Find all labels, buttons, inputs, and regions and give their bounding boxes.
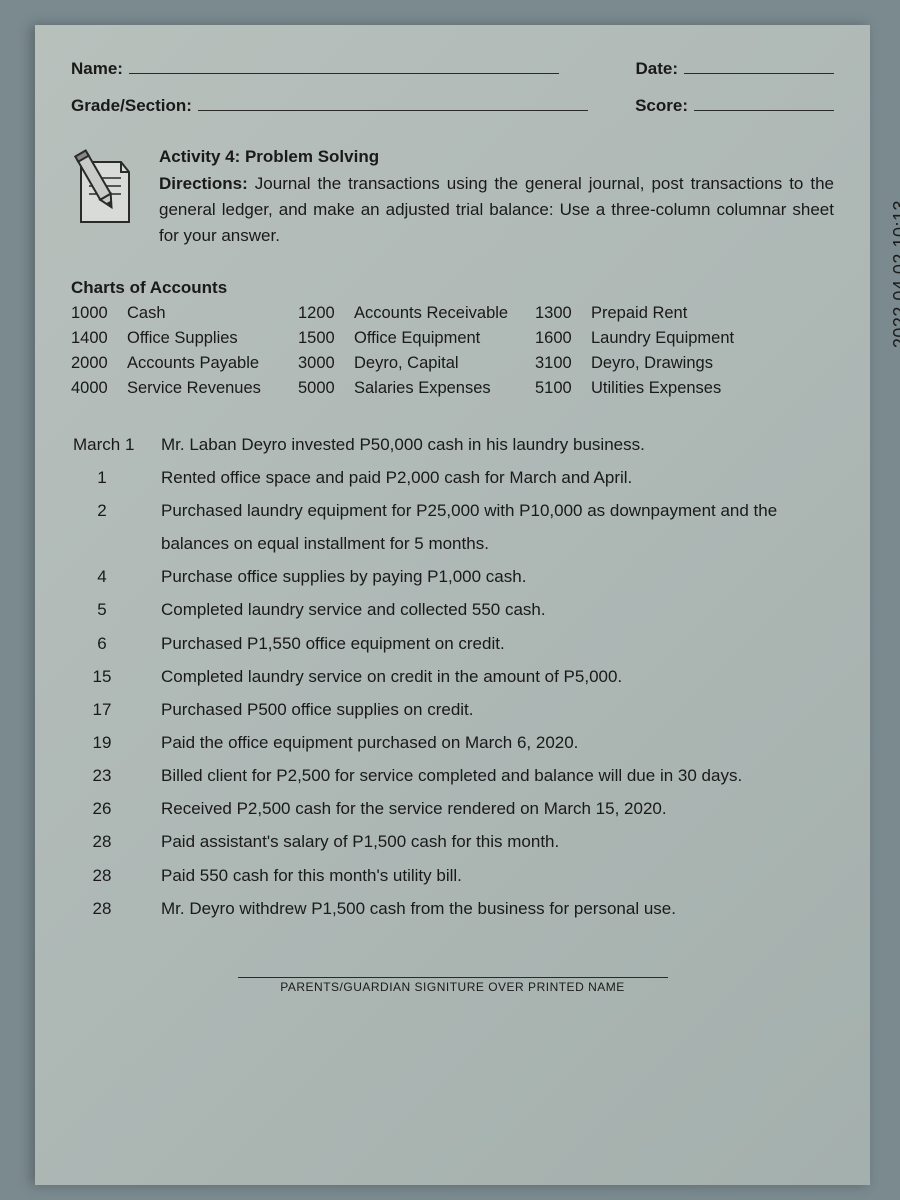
directions-label: Directions: [159,174,248,193]
name-label: Name: [71,59,123,79]
header-row-1: Name: Date: [71,55,834,79]
account-code: 4000 [71,379,121,398]
transaction-row: 19 Paid the office equipment purchased o… [71,726,834,759]
transaction-row: 28 Mr. Deyro withdrew P1,500 cash from t… [71,892,834,925]
transaction-text: Completed laundry service on credit in t… [161,660,834,693]
photo-timestamp: 2022.04.02 10:13 [890,200,900,348]
transaction-text: Paid the office equipment purchased on M… [161,726,834,759]
name-field: Name: [71,55,559,79]
transaction-text: Rented office space and paid P2,000 cash… [161,461,834,494]
transaction-row: 28 Paid 550 cash for this month's utilit… [71,859,834,892]
account-code: 5000 [298,379,348,398]
charts-of-accounts-grid: 1000 Cash 1200 Accounts Receivable 1300 … [71,304,834,398]
transaction-day: 2 [71,494,161,560]
transaction-text: Purchased P1,550 office equipment on cre… [161,627,834,660]
transaction-day: 19 [71,726,161,759]
transaction-row: 2 Purchased laundry equipment for P25,00… [71,494,834,560]
transaction-row: 5 Completed laundry service and collecte… [71,593,834,626]
account-name: Deyro, Drawings [591,354,781,373]
transaction-text: Completed laundry service and collected … [161,593,834,626]
signature-area: PARENTS/GUARDIAN SIGNITURE OVER PRINTED … [71,977,834,994]
date-label: Date: [635,59,678,79]
account-name: Utilities Expenses [591,379,781,398]
score-blank-line[interactable] [694,93,834,112]
transaction-day: 5 [71,593,161,626]
directions-text: Journal the transactions using the gener… [159,174,834,246]
signature-line[interactable] [238,977,668,978]
transaction-row: 6 Purchased P1,550 office equipment on c… [71,627,834,660]
account-code: 5100 [535,379,585,398]
score-field: Score: [635,93,834,117]
activity-block: Activity 4: Problem Solving Directions: … [71,144,834,249]
activity-title: Activity 4: Problem Solving [159,144,834,170]
transaction-row: 1 Rented office space and paid P2,000 ca… [71,461,834,494]
transaction-day: 28 [71,892,161,925]
account-code: 1000 [71,304,121,323]
transaction-day: 23 [71,759,161,792]
transaction-row: March 1 Mr. Laban Deyro invested P50,000… [71,428,834,461]
transaction-day: 1 [71,461,161,494]
transaction-text: Paid 550 cash for this month's utility b… [161,859,834,892]
transaction-text: Mr. Laban Deyro invested P50,000 cash in… [161,428,834,461]
transaction-day: 15 [71,660,161,693]
transaction-row: 28 Paid assistant's salary of P1,500 cas… [71,825,834,858]
transaction-text: Purchased laundry equipment for P25,000 … [161,494,834,560]
transactions-list: March 1 Mr. Laban Deyro invested P50,000… [71,428,834,925]
transaction-text: Mr. Deyro withdrew P1,500 cash from the … [161,892,834,925]
transaction-day: 4 [71,560,161,593]
transaction-text: Billed client for P2,500 for service com… [161,759,834,792]
account-code: 1400 [71,329,121,348]
transaction-row: 4 Purchase office supplies by paying P1,… [71,560,834,593]
account-code: 3100 [535,354,585,373]
grade-label: Grade/Section: [71,96,192,116]
transaction-text: Purchased P500 office supplies on credit… [161,693,834,726]
transaction-day: 6 [71,627,161,660]
account-name: Office Supplies [127,329,292,348]
grade-blank-line[interactable] [198,93,588,112]
transaction-day: 28 [71,825,161,858]
transaction-row: 26 Received P2,500 cash for the service … [71,792,834,825]
date-field: Date: [635,55,834,79]
transaction-text: Paid assistant's salary of P1,500 cash f… [161,825,834,858]
transaction-text: Purchase office supplies by paying P1,00… [161,560,834,593]
account-name: Salaries Expenses [354,379,529,398]
account-name: Accounts Payable [127,354,292,373]
account-code: 3000 [298,354,348,373]
activity-text: Activity 4: Problem Solving Directions: … [159,144,834,249]
account-code: 1300 [535,304,585,323]
name-blank-line[interactable] [129,55,559,74]
account-name: Cash [127,304,292,323]
transaction-day: 26 [71,792,161,825]
account-code: 1200 [298,304,348,323]
charts-of-accounts-title: Charts of Accounts [71,278,834,298]
pencil-paper-icon [71,144,141,234]
account-code: 1600 [535,329,585,348]
date-blank-line[interactable] [684,55,834,74]
signature-caption: PARENTS/GUARDIAN SIGNITURE OVER PRINTED … [71,980,834,994]
transaction-row: 17 Purchased P500 office supplies on cre… [71,693,834,726]
transaction-text: Received P2,500 cash for the service ren… [161,792,834,825]
transaction-day: 17 [71,693,161,726]
transaction-row: 23 Billed client for P2,500 for service … [71,759,834,792]
score-label: Score: [635,96,688,116]
account-name: Deyro, Capital [354,354,529,373]
account-name: Office Equipment [354,329,529,348]
transaction-day: 28 [71,859,161,892]
account-name: Service Revenues [127,379,292,398]
transaction-row: 15 Completed laundry service on credit i… [71,660,834,693]
account-code: 1500 [298,329,348,348]
account-code: 2000 [71,354,121,373]
grade-field: Grade/Section: [71,93,588,117]
transaction-month: March 1 [71,428,161,461]
header-row-2: Grade/Section: Score: [71,93,834,117]
account-name: Prepaid Rent [591,304,781,323]
worksheet-paper: Name: Date: Grade/Section: Score: [35,25,870,1185]
account-name: Accounts Receivable [354,304,529,323]
account-name: Laundry Equipment [591,329,781,348]
